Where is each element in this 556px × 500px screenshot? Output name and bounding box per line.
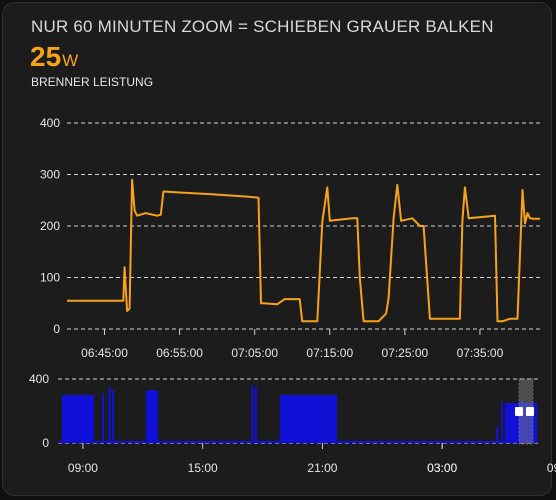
brush-x-tick-label: 09:00 — [547, 461, 556, 475]
brush-activity-block — [146, 390, 158, 442]
brush-x-tick-label: 03:00 — [427, 461, 457, 475]
brush-activity-block — [280, 395, 337, 442]
brush-x-tick-label: 21:00 — [307, 461, 337, 475]
x-tick-label: 06:55:00 — [156, 346, 203, 360]
brush-y-tick-label: 400 — [29, 372, 49, 386]
value-number: 25 — [30, 41, 62, 72]
brush-handle-left[interactable] — [515, 407, 523, 416]
brush-activity-block — [64, 395, 94, 442]
brush-x-tick-label: 15:00 — [188, 461, 218, 475]
x-tick-label: 07:25:00 — [381, 346, 428, 360]
current-value: 25W — [30, 41, 78, 73]
y-tick-label: 0 — [53, 322, 60, 336]
y-tick-label: 200 — [40, 219, 60, 233]
x-tick-label: 07:35:00 — [457, 346, 504, 360]
card-title: NUR 60 MINUTEN ZOOM = SCHIEBEN GRAUER BA… — [31, 17, 494, 36]
power-series-line — [67, 178, 540, 323]
entity-name: BRENNER LEISTUNG — [31, 75, 154, 89]
brush-handle-right[interactable] — [526, 407, 534, 416]
x-tick-label: 07:15:00 — [306, 346, 353, 360]
y-tick-label: 400 — [40, 116, 60, 130]
x-tick-label: 07:05:00 — [231, 346, 278, 360]
value-unit: W — [62, 51, 79, 70]
brush-x-tick-label: 03:00 — [427, 461, 457, 475]
brush-x-tick-label: 09:00 — [68, 461, 98, 475]
y-tick-label: 300 — [40, 168, 60, 182]
y-tick-label: 100 — [40, 271, 60, 285]
x-tick-label: 06:45:00 — [81, 346, 128, 360]
brush-y-tick-label: 0 — [42, 436, 49, 450]
